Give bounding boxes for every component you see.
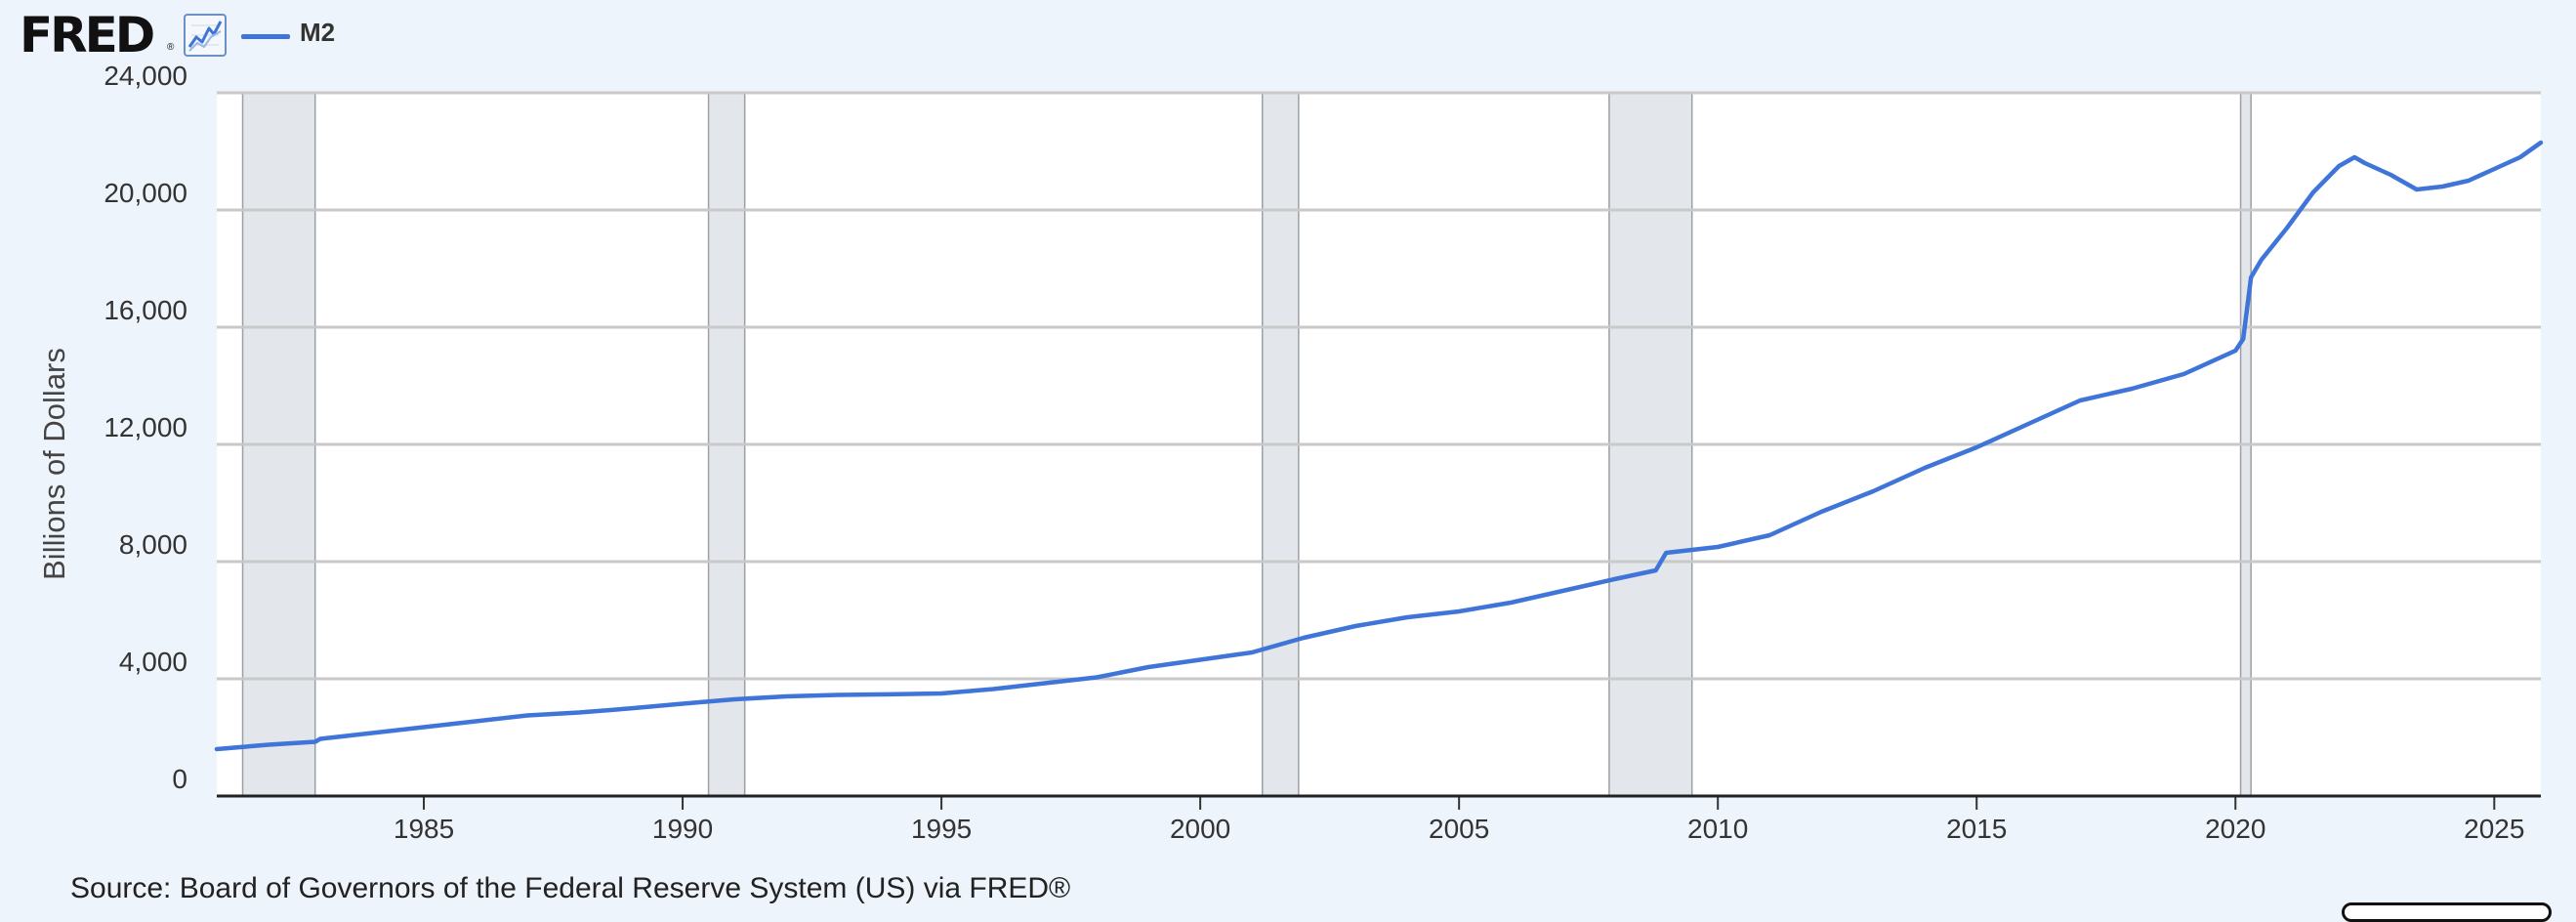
x-tick-label: 2010 (1687, 814, 1748, 844)
y-tick-label: 16,000 (104, 295, 187, 325)
x-tick-label: 2005 (1429, 814, 1489, 844)
legend-label-m2[interactable]: M2 (300, 18, 336, 47)
source-citation: Source: Board of Governors of the Federa… (70, 872, 1071, 904)
y-axis-label: Billions of Dollars (37, 348, 71, 580)
y-tick-label: 0 (172, 764, 187, 794)
grid-lines (217, 91, 2541, 681)
y-axis-ticks: 0 4,000 8,000 12,000 16,000 20,000 24,000 (104, 61, 187, 794)
chart-header: FRED ® M2 (0, 0, 2576, 78)
fred-logo-registered-mark: ® (167, 42, 175, 53)
x-tick-label: 1985 (394, 814, 454, 844)
x-axis-ticks: 1985 1990 1995 2000 2005 2010 2015 2020 2025 (394, 796, 2524, 844)
x-tick-label: 1995 (911, 814, 972, 844)
chart-canvas: 0 4,000 8,000 12,000 16,000 20,000 24,000 1985… (37, 61, 2544, 844)
x-tick-label: 2025 (2464, 814, 2524, 844)
x-tick-label: 2015 (1946, 814, 2007, 844)
line-chart-icon[interactable] (184, 14, 227, 57)
y-tick-label: 8,000 (119, 529, 187, 560)
legend-swatch-m2 (241, 34, 290, 39)
edit-graph-button[interactable] (2342, 902, 2552, 922)
fred-logo[interactable]: FRED (20, 7, 155, 63)
y-tick-label: 12,000 (104, 412, 187, 442)
x-tick-label: 2020 (2205, 814, 2265, 844)
y-tick-label: 20,000 (104, 178, 187, 208)
y-tick-label: 24,000 (104, 61, 187, 91)
y-tick-label: 4,000 (119, 647, 187, 677)
x-tick-label: 1990 (652, 814, 713, 844)
series-line-m2[interactable] (214, 140, 2544, 752)
series-layer (214, 140, 2544, 752)
x-tick-label: 2000 (1170, 814, 1230, 844)
